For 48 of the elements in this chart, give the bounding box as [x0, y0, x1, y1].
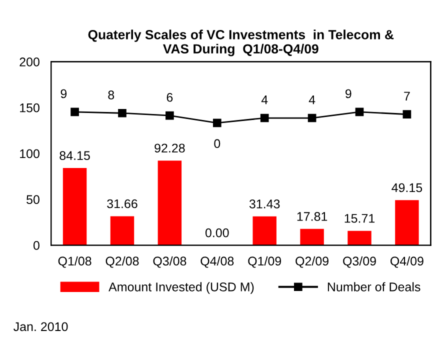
data-label: 9: [60, 89, 67, 98]
x-tick-label: Q1/08: [58, 256, 92, 268]
bar: [62, 168, 87, 246]
x-tick-label: Q1/09: [248, 256, 282, 268]
y-tick-label: 150: [20, 103, 40, 112]
x-tick-label: Q3/08: [153, 256, 186, 268]
legend-label: Number of Deals: [328, 282, 420, 292]
x-tick-label: Q2/08: [106, 256, 139, 268]
point: [402, 110, 412, 119]
point: [260, 114, 269, 122]
data-label: 31.43: [249, 200, 280, 208]
y-tick-label: 100: [20, 149, 40, 158]
data-label: 84.15: [60, 151, 90, 160]
data-label: 9: [346, 89, 352, 98]
bar: [395, 200, 419, 246]
x-tick-label: Q3/09: [343, 256, 376, 268]
data-label: 4: [308, 96, 316, 104]
data-label: 4: [261, 96, 268, 104]
bar: [300, 228, 324, 246]
data-label: 49.15: [392, 183, 422, 192]
point: [308, 114, 316, 122]
y-tick-label: 50: [26, 195, 40, 204]
point: [118, 108, 126, 118]
legend-label: Amount Invested (USD M): [108, 282, 254, 294]
point: [166, 111, 174, 120]
data-label: 0: [214, 139, 220, 148]
data-label: 0.00: [205, 228, 229, 238]
x-tick-label: Q4/09: [390, 256, 424, 268]
data-label: 6: [166, 92, 173, 102]
data-label: 7: [404, 92, 410, 100]
data-label: 8: [108, 90, 114, 100]
x-tick-label: Q2/09: [296, 256, 328, 268]
bar: [110, 216, 134, 246]
text: Jan. 2010: [14, 322, 68, 332]
bar: [158, 160, 182, 246]
data-label: 15.71: [344, 214, 375, 223]
point: [70, 108, 79, 116]
chart-title: Quaterly Scales of VC Investments in Telecom & VAS During Q1/08-Q4/09: [88, 30, 394, 56]
x-tick-label: Q4/08: [200, 256, 234, 268]
y-tick-label: 200: [20, 58, 40, 66]
point: [355, 108, 364, 116]
y-tick-label: 0: [33, 241, 40, 250]
point: [212, 118, 222, 128]
bar: [252, 216, 276, 246]
data-label: 92.28: [154, 144, 185, 153]
bar: [348, 230, 372, 246]
data-label: 17.81: [297, 212, 328, 221]
data-label: 31.66: [107, 199, 138, 208]
